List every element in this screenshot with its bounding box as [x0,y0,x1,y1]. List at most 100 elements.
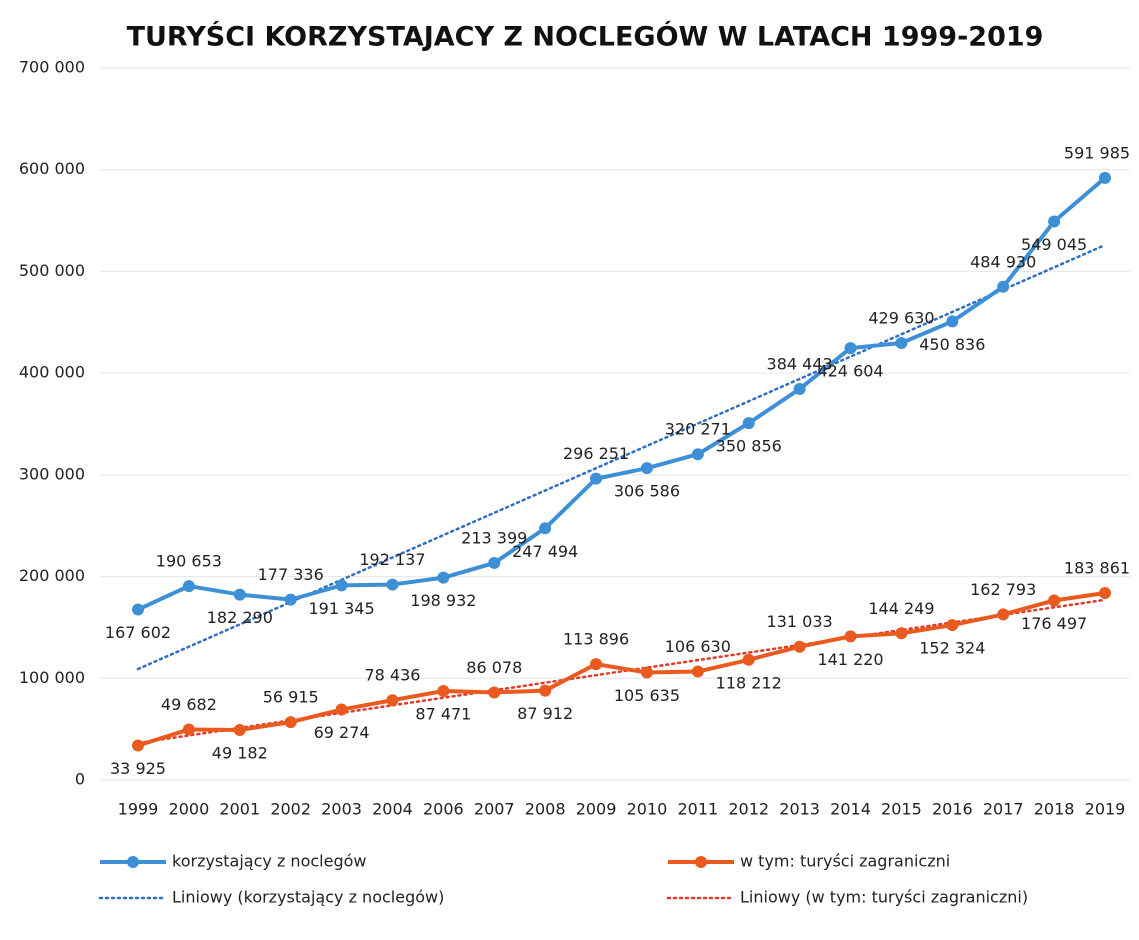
y-tick-label: 300 000 [19,464,85,483]
data-label: 106 630 [665,637,731,656]
data-label: 87 912 [517,704,573,723]
point [1048,594,1061,607]
data-label: 49 682 [161,695,217,714]
point [997,608,1010,621]
point [997,280,1010,293]
point [640,462,653,475]
data-label: 182 290 [207,608,273,627]
point [640,666,653,679]
legend-label: Liniowy (korzystający z noclegów) [172,888,444,907]
y-tick-label: 0 [75,770,85,789]
data-label: 549 045 [1021,235,1087,254]
point [946,619,959,632]
data-label: 198 932 [410,591,476,610]
legend-marker [695,856,707,868]
y-tick-label: 100 000 [19,668,85,687]
data-label: 86 078 [466,658,522,677]
data-label: 183 861 [1064,558,1130,577]
data-label: 33 925 [110,759,166,778]
x-tick-label: 2013 [779,800,820,819]
x-tick-label: 2001 [219,800,260,819]
point [895,337,908,350]
point [691,665,704,678]
x-tick-label: 2017 [983,800,1024,819]
data-label: 306 586 [614,482,680,501]
y-tick-label: 500 000 [19,261,85,280]
point [182,723,195,736]
x-tick-label: 2006 [423,800,464,819]
x-tick-label: 2018 [1034,800,1075,819]
data-label: 56 915 [263,688,319,707]
data-label: 167 602 [105,623,171,642]
data-label: 484 930 [970,252,1036,271]
data-label: 320 271 [665,420,731,439]
x-tick-label: 2011 [677,800,718,819]
point [488,556,501,569]
point [1099,171,1111,184]
x-tick-label: 2015 [881,800,922,819]
legend-label: Liniowy (w tym: turyści zagraniczni) [740,888,1028,907]
data-label: 105 635 [614,686,680,705]
data-label: 144 249 [868,599,934,618]
point [742,653,755,666]
point [1048,215,1061,228]
data-label: 49 182 [212,743,268,762]
x-tick-label: 1999 [118,800,159,819]
data-label: 192 137 [359,550,425,569]
data-label: 424 604 [817,362,883,381]
data-label: 176 497 [1021,614,1087,633]
data-label: 191 345 [308,599,374,618]
point [233,588,246,601]
x-tick-label: 2012 [728,800,769,819]
point [590,472,603,485]
data-label: 296 251 [563,444,629,463]
point [233,723,246,736]
x-tick-label: 2004 [372,800,413,819]
y-tick-label: 700 000 [19,58,85,77]
data-label: 113 896 [563,630,629,649]
point [488,686,501,699]
point [284,716,297,729]
x-tick-label: 2000 [169,800,210,819]
point [691,448,704,461]
data-label: 162 793 [970,580,1036,599]
x-tick-label: 2014 [830,800,871,819]
data-label: 450 836 [919,335,985,354]
data-label: 87 471 [415,705,471,724]
x-tick-label: 2009 [576,800,617,819]
point [793,382,806,395]
x-tick-label: 2016 [932,800,973,819]
x-tick-label: 2010 [627,800,668,819]
legend-label: w tym: turyści zagraniczni [740,852,950,871]
point [895,627,908,640]
point [539,684,552,697]
point [132,603,144,616]
data-label: 350 856 [716,437,782,456]
data-label: 384 443 [767,354,833,373]
y-tick-label: 200 000 [19,566,85,585]
data-label: 213 399 [461,528,527,547]
point [946,315,959,328]
point [742,417,755,430]
point [437,685,450,698]
x-tick-label: 2008 [525,800,566,819]
point [844,342,857,355]
chart-title: TURYŚCI KORZYSTAJACY Z NOCLEGÓW W LATACH… [127,21,1044,53]
point [844,630,857,643]
x-tick-label: 2002 [270,800,311,819]
point [386,578,399,591]
point [437,571,450,584]
point [1099,586,1111,599]
point [284,593,297,606]
x-tick-label: 2007 [474,800,515,819]
data-label: 78 436 [364,666,420,685]
data-label: 591 985 [1064,143,1130,162]
y-tick-label: 400 000 [19,363,85,382]
data-label: 141 220 [817,650,883,669]
series-line [137,591,1106,748]
data-label: 247 494 [512,542,578,561]
legend-marker [127,856,139,868]
x-tick-label: 2019 [1085,800,1126,819]
point [335,579,348,592]
